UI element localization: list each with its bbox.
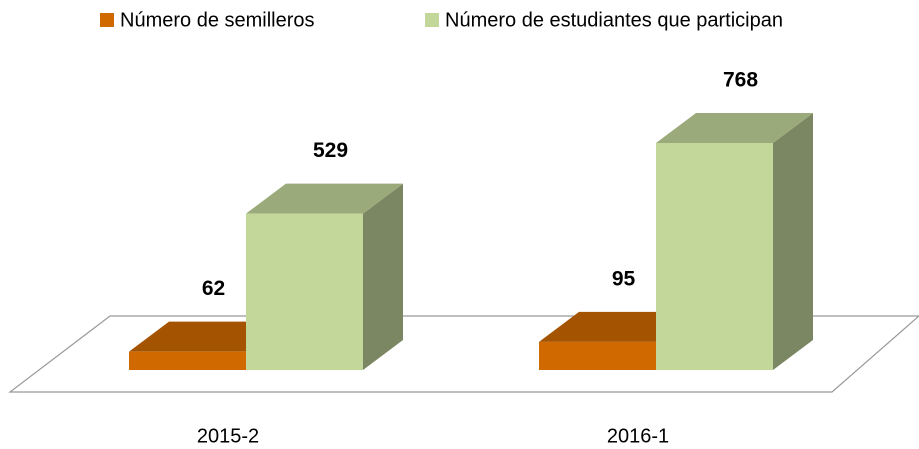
x-tick-label: 2016-1 (607, 425, 669, 447)
data-label: 768 (723, 69, 758, 92)
data-label: 62 (202, 277, 225, 300)
bar-front (129, 351, 246, 370)
bar-top (246, 183, 403, 214)
bar-side (773, 113, 813, 370)
legend-label: Número de estudiantes que participan (445, 9, 783, 31)
data-label: 95 (612, 267, 636, 290)
bar-front (246, 213, 363, 370)
bar (246, 183, 403, 370)
bar-side (363, 183, 403, 370)
legend-label: Número de semilleros (120, 9, 315, 31)
bar-top (656, 113, 813, 143)
data-label: 529 (313, 139, 348, 162)
bar (656, 113, 813, 370)
bar-front (656, 143, 773, 370)
x-tick-label: 2015-2 (197, 425, 259, 447)
legend-swatch (425, 13, 439, 27)
legend-swatch (100, 13, 114, 27)
bar-front (539, 341, 656, 370)
